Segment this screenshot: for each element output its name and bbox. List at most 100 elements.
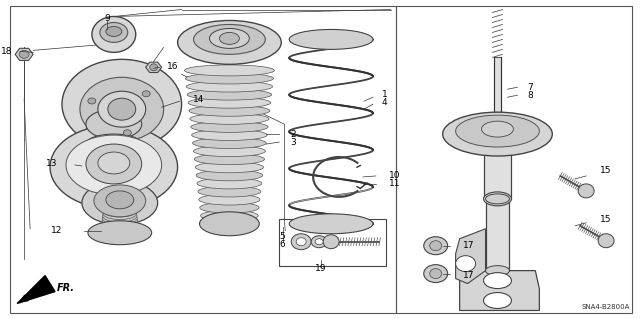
Ellipse shape — [443, 112, 552, 156]
Ellipse shape — [103, 205, 136, 217]
Text: 12: 12 — [51, 226, 62, 235]
Ellipse shape — [184, 65, 275, 76]
Ellipse shape — [19, 50, 29, 58]
FancyBboxPatch shape — [86, 122, 141, 144]
Ellipse shape — [187, 89, 271, 100]
Ellipse shape — [186, 81, 273, 92]
Ellipse shape — [315, 239, 323, 245]
Text: SNA4-B2800A: SNA4-B2800A — [582, 304, 630, 310]
Ellipse shape — [481, 121, 513, 137]
Ellipse shape — [197, 178, 262, 189]
Text: 10: 10 — [389, 171, 401, 181]
FancyBboxPatch shape — [493, 57, 502, 139]
Text: 18: 18 — [1, 47, 12, 56]
Ellipse shape — [429, 269, 442, 278]
Ellipse shape — [598, 234, 614, 248]
Text: 16: 16 — [166, 62, 178, 71]
Ellipse shape — [189, 105, 270, 116]
Ellipse shape — [291, 234, 311, 250]
Text: 3: 3 — [291, 137, 296, 146]
Ellipse shape — [486, 194, 509, 204]
Ellipse shape — [186, 73, 273, 84]
Text: 11: 11 — [389, 179, 401, 189]
Ellipse shape — [98, 152, 130, 174]
Ellipse shape — [102, 212, 137, 225]
Ellipse shape — [196, 170, 262, 181]
Ellipse shape — [62, 59, 182, 149]
Ellipse shape — [289, 29, 373, 49]
Ellipse shape — [198, 186, 261, 197]
Text: 1: 1 — [382, 90, 388, 99]
Ellipse shape — [456, 256, 476, 271]
Text: 19: 19 — [316, 264, 327, 273]
Text: 9: 9 — [104, 14, 109, 23]
Ellipse shape — [429, 241, 442, 251]
Ellipse shape — [484, 192, 511, 206]
Ellipse shape — [484, 273, 511, 289]
Ellipse shape — [195, 154, 264, 165]
Polygon shape — [17, 276, 55, 303]
Ellipse shape — [323, 235, 339, 249]
Ellipse shape — [102, 214, 138, 227]
Ellipse shape — [102, 219, 138, 233]
Polygon shape — [456, 229, 486, 284]
Ellipse shape — [94, 185, 146, 217]
Ellipse shape — [188, 97, 271, 108]
Ellipse shape — [98, 91, 146, 127]
Text: 8: 8 — [527, 91, 533, 100]
Polygon shape — [146, 62, 162, 72]
Text: 7: 7 — [527, 83, 533, 92]
Ellipse shape — [311, 236, 327, 248]
Ellipse shape — [191, 122, 268, 132]
Ellipse shape — [66, 135, 162, 195]
Ellipse shape — [150, 64, 157, 71]
FancyBboxPatch shape — [486, 199, 509, 271]
Ellipse shape — [195, 162, 264, 173]
Ellipse shape — [103, 207, 136, 219]
Text: 17: 17 — [463, 271, 474, 280]
Ellipse shape — [50, 125, 177, 209]
Text: 15: 15 — [600, 167, 612, 175]
Ellipse shape — [209, 28, 250, 48]
Ellipse shape — [108, 98, 136, 120]
Ellipse shape — [220, 33, 239, 44]
Ellipse shape — [578, 184, 594, 198]
Ellipse shape — [193, 137, 266, 149]
Ellipse shape — [101, 224, 139, 238]
Ellipse shape — [199, 194, 260, 205]
Ellipse shape — [193, 146, 266, 157]
Text: FR.: FR. — [57, 283, 75, 293]
Ellipse shape — [202, 218, 257, 229]
Text: 17: 17 — [463, 241, 474, 250]
Ellipse shape — [102, 210, 137, 222]
Ellipse shape — [191, 130, 267, 140]
Text: 15: 15 — [600, 215, 612, 224]
Ellipse shape — [200, 202, 259, 213]
Ellipse shape — [82, 181, 157, 225]
Ellipse shape — [106, 191, 134, 209]
Text: 4: 4 — [382, 98, 387, 107]
Ellipse shape — [142, 91, 150, 97]
Text: 14: 14 — [193, 95, 204, 104]
Ellipse shape — [86, 109, 141, 139]
Ellipse shape — [200, 212, 259, 236]
Ellipse shape — [124, 130, 131, 136]
Ellipse shape — [102, 217, 138, 230]
Ellipse shape — [193, 25, 266, 54]
Ellipse shape — [200, 210, 258, 221]
Ellipse shape — [289, 214, 373, 234]
Ellipse shape — [80, 77, 164, 141]
Polygon shape — [15, 48, 33, 60]
Ellipse shape — [88, 98, 96, 104]
Ellipse shape — [86, 144, 141, 184]
Text: 13: 13 — [45, 160, 57, 168]
Ellipse shape — [106, 26, 122, 36]
Ellipse shape — [190, 113, 269, 124]
FancyBboxPatch shape — [484, 139, 511, 199]
Ellipse shape — [88, 221, 152, 245]
Ellipse shape — [177, 20, 281, 64]
Text: 5: 5 — [280, 232, 285, 241]
Polygon shape — [460, 271, 540, 310]
Ellipse shape — [101, 221, 138, 235]
Ellipse shape — [86, 134, 141, 154]
